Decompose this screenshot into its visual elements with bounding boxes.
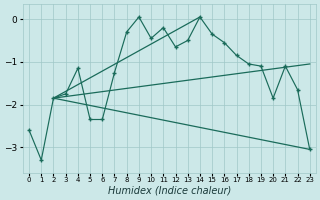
X-axis label: Humidex (Indice chaleur): Humidex (Indice chaleur) [108, 186, 231, 196]
